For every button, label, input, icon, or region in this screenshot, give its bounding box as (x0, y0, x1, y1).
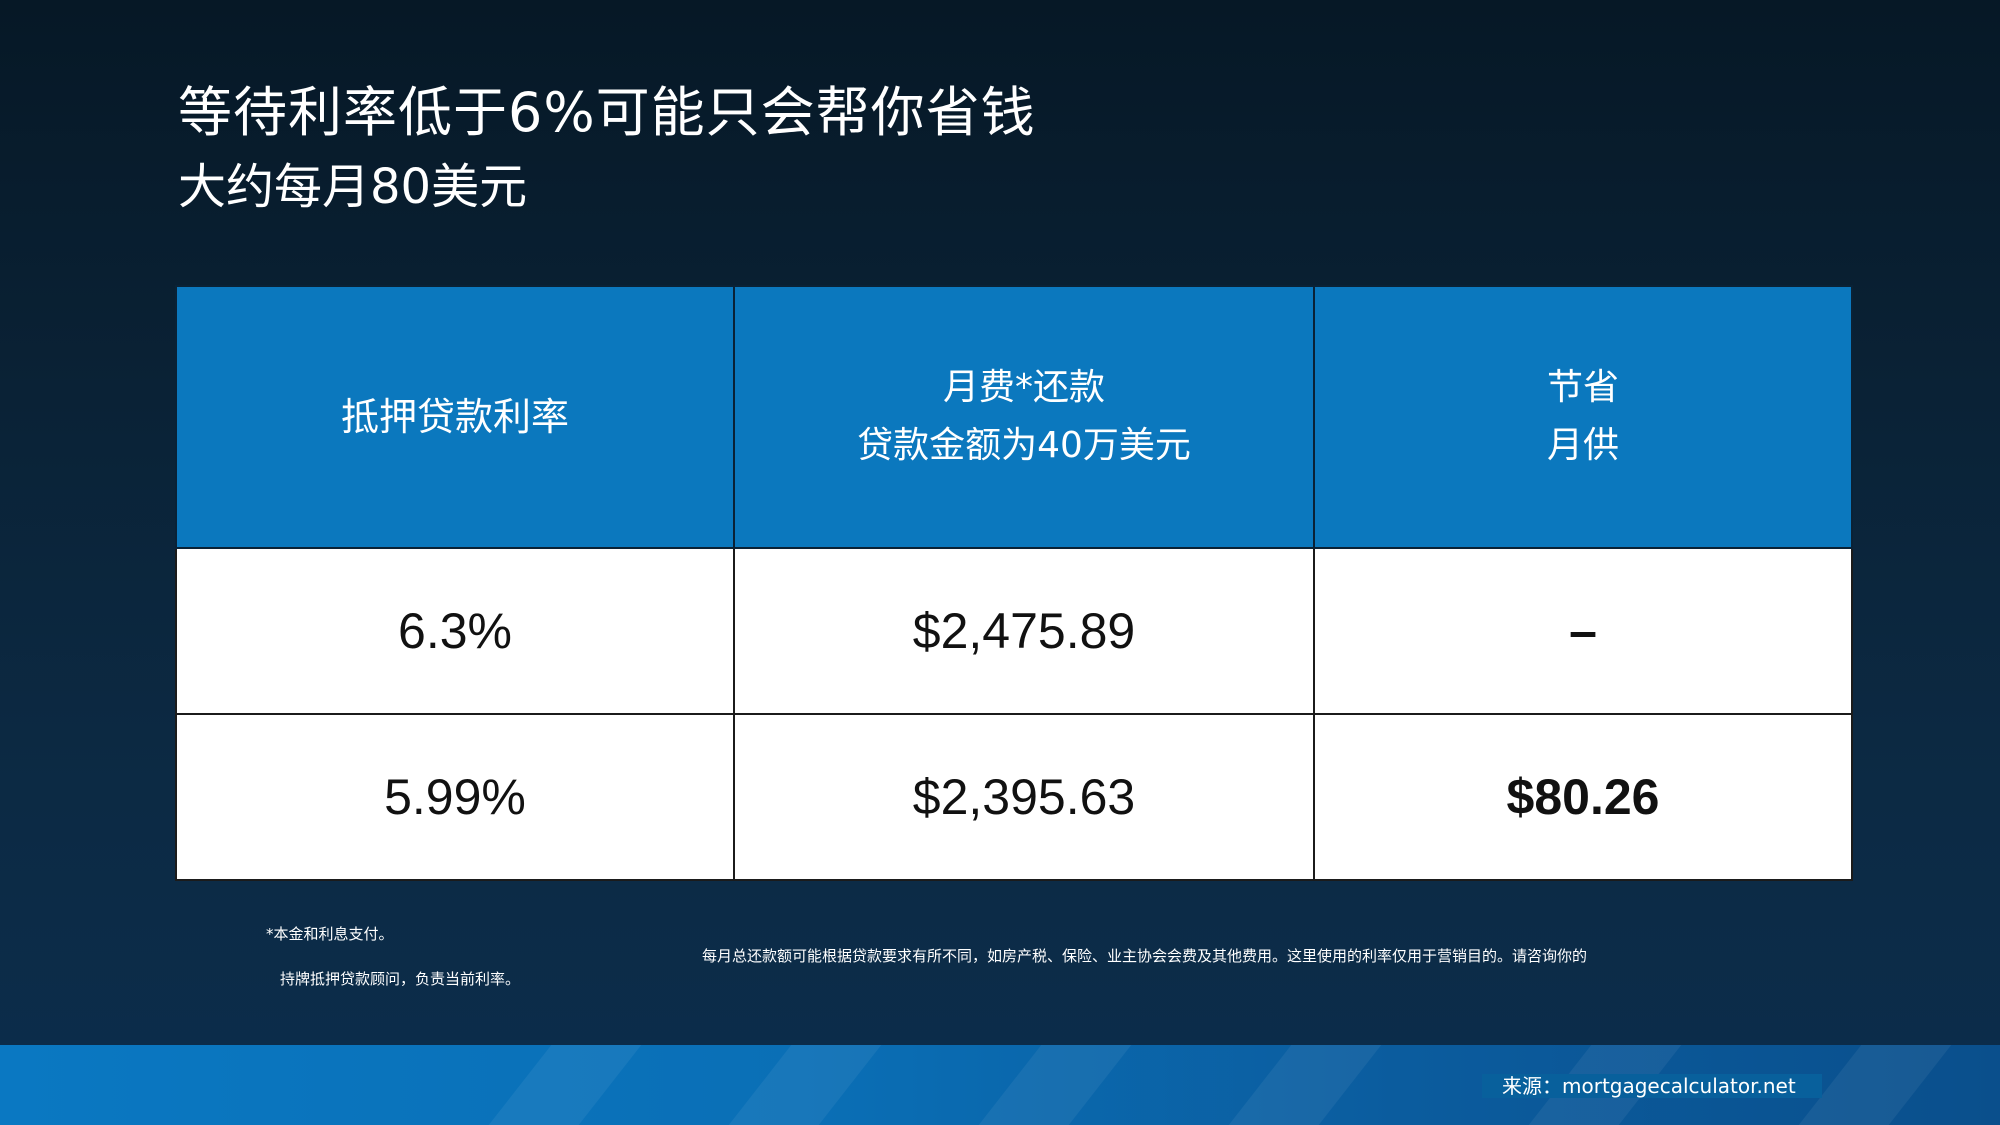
decorative-stripe (978, 1045, 1132, 1125)
decorative-stripe (728, 1045, 882, 1125)
header-savings: 节省 月供 (1313, 285, 1853, 549)
decorative-stripe (1228, 1045, 1382, 1125)
table-row: 6.3% $2,475.89 – (175, 547, 1853, 715)
cell-savings: – (1313, 547, 1853, 715)
rates-table: 抵押贷款利率 月费*还款 贷款金额为40万美元 节省 月供 6.3% $2,47… (175, 285, 1853, 881)
footnote-principal: *本金和利息支付。 (266, 925, 394, 943)
slide-subtitle: 大约每月80美元 (178, 159, 528, 215)
header-payment-label: 月费*还款 (942, 367, 1105, 408)
title-block: 等待利率低于6%可能只会帮你省钱 大约每月80美元 (178, 78, 1036, 222)
footnote-disclaimer: 每月总还款额可能根据贷款要求有所不同，如房产税、保险、业主协会会费及其他费用。这… (702, 947, 1588, 965)
cell-payment: $2,475.89 (733, 547, 1315, 715)
cell-rate: 6.3% (175, 547, 735, 715)
footnote-advisor: 持牌抵押贷款顾问，负责当前利率。 (280, 970, 521, 988)
source-label: 来源：mortgagecalculator.net (1482, 1074, 1822, 1098)
header-payment: 月费*还款 贷款金额为40万美元 (733, 285, 1315, 549)
cell-rate: 5.99% (175, 713, 735, 881)
header-savings-label: 节省 (1546, 367, 1619, 408)
decorative-stripe (488, 1045, 642, 1125)
header-rate: 抵押贷款利率 (175, 285, 735, 549)
slide-title: 等待利率低于6%可能只会帮你省钱 (178, 81, 1036, 144)
header-payment-sublabel: 贷款金额为40万美元 (857, 425, 1191, 466)
cell-payment: $2,395.63 (733, 713, 1315, 881)
cell-savings: $80.26 (1313, 713, 1853, 881)
header-rate-label: 抵押贷款利率 (340, 395, 569, 439)
table-row: 5.99% $2,395.63 $80.26 (175, 713, 1853, 881)
table-header-row: 抵押贷款利率 月费*还款 贷款金额为40万美元 节省 月供 (175, 285, 1853, 549)
header-savings-sublabel: 月供 (1546, 425, 1619, 466)
